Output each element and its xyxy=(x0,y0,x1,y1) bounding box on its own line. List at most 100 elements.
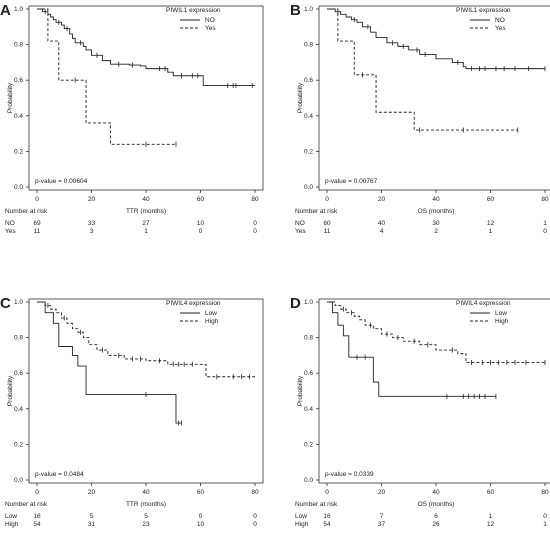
risk-count: 16 xyxy=(33,513,41,520)
risk-count: 0 xyxy=(543,513,547,520)
risk-table-title: Number at risk xyxy=(295,208,338,215)
x-tick-label: 20 xyxy=(378,196,386,203)
risk-count: 23 xyxy=(142,521,150,528)
km-curve-no xyxy=(37,8,255,86)
km-curve-high xyxy=(327,301,545,363)
legend-entry-high: High xyxy=(495,318,509,325)
y-tick-label: 0.0 xyxy=(14,477,23,484)
x-tick-label: 80 xyxy=(541,196,549,203)
panel-letter: D xyxy=(290,295,301,312)
legend-entry-low: Low xyxy=(495,310,507,317)
legend-title: PIWIL1 expression xyxy=(456,7,511,14)
x-tick-label: 80 xyxy=(251,489,259,496)
risk-count: 5 xyxy=(90,513,94,520)
x-tick-label: 20 xyxy=(88,489,96,496)
x-tick-label: 80 xyxy=(541,489,549,496)
y-tick-label: 1.0 xyxy=(14,6,23,13)
risk-count: 5 xyxy=(144,513,148,520)
x-tick-label: 80 xyxy=(251,196,259,203)
risk-count: 0 xyxy=(199,513,203,520)
risk-table-group: Low xyxy=(295,513,307,520)
y-tick-label: 0.0 xyxy=(304,477,313,484)
risk-table-group: NO xyxy=(5,220,15,227)
risk-count: 33 xyxy=(88,220,96,227)
risk-count: 11 xyxy=(34,228,41,235)
risk-count: 40 xyxy=(378,220,386,227)
risk-count: 27 xyxy=(142,220,150,227)
risk-count: 2 xyxy=(434,228,438,235)
legend-title: PIWIL1 expression xyxy=(166,7,221,14)
risk-table-title: Number at risk xyxy=(5,501,48,508)
risk-count: 37 xyxy=(378,521,386,528)
y-tick-label: 0.6 xyxy=(304,77,313,84)
y-tick-label: 0.4 xyxy=(14,113,23,120)
risk-count: 1 xyxy=(489,228,493,235)
legend-entry-no: NO xyxy=(495,17,505,24)
y-axis-label: Probability xyxy=(297,82,304,113)
risk-table-group: Low xyxy=(5,513,17,520)
plot-frame xyxy=(318,298,550,484)
y-tick-label: 0.6 xyxy=(14,370,23,377)
km-curve-low xyxy=(327,301,496,397)
risk-count: 54 xyxy=(323,521,331,528)
km-curve-high xyxy=(37,301,255,378)
p-value-label: p-value = 0.0484 xyxy=(35,471,84,478)
risk-count: 4 xyxy=(380,228,384,235)
y-tick-label: 0.2 xyxy=(14,148,23,155)
y-tick-label: 0.2 xyxy=(304,148,313,155)
y-tick-label: 0.2 xyxy=(304,441,313,448)
legend-title: PIWIL4 expression xyxy=(166,300,221,307)
y-tick-label: 0.4 xyxy=(304,406,313,413)
x-tick-label: 20 xyxy=(88,196,96,203)
x-tick-label: 60 xyxy=(487,196,495,203)
risk-count: 60 xyxy=(323,220,331,227)
risk-table-group: NO xyxy=(295,220,305,227)
y-tick-label: 0.8 xyxy=(304,42,313,49)
risk-count: 12 xyxy=(487,521,495,528)
risk-count: 0 xyxy=(253,228,257,235)
y-tick-label: 0.6 xyxy=(14,77,23,84)
y-tick-label: 1.0 xyxy=(304,6,313,13)
x-tick-label: 60 xyxy=(197,196,205,203)
risk-count: 0 xyxy=(253,521,257,528)
panel-letter: C xyxy=(0,295,11,312)
x-tick-label: 40 xyxy=(142,489,150,496)
risk-table-group: High xyxy=(5,521,19,528)
y-axis-label: Probability xyxy=(7,375,14,406)
legend-entry-no: NO xyxy=(205,17,215,24)
risk-count: 26 xyxy=(432,521,440,528)
panel-letter: A xyxy=(0,2,11,19)
risk-count: 1 xyxy=(543,220,547,227)
risk-table-group: Yes xyxy=(295,228,306,235)
plot-frame xyxy=(318,5,550,191)
legend-entry-high: High xyxy=(205,318,219,325)
risk-count: 10 xyxy=(197,220,205,227)
y-tick-label: 1.0 xyxy=(304,299,313,306)
risk-count: 0 xyxy=(543,228,547,235)
risk-table-group: High xyxy=(295,521,309,528)
risk-count: 0 xyxy=(199,228,203,235)
risk-table-title: Number at risk xyxy=(295,501,338,508)
km-curve-yes xyxy=(327,8,518,131)
risk-count: 0 xyxy=(253,513,257,520)
risk-count: 12 xyxy=(487,220,495,227)
risk-count: 1 xyxy=(543,521,547,528)
risk-count: 31 xyxy=(88,521,96,528)
y-tick-label: 0.0 xyxy=(304,184,313,191)
x-tick-label: 0 xyxy=(325,196,329,203)
x-tick-label: 60 xyxy=(197,489,205,496)
legend-title: PIWIL4 expression xyxy=(456,300,511,307)
risk-count: 11 xyxy=(324,228,331,235)
y-tick-label: 1.0 xyxy=(14,299,23,306)
y-tick-label: 0.6 xyxy=(304,370,313,377)
legend-entry-yes: Yes xyxy=(205,25,216,32)
panel-c: C 0.0 0.2 0.4 0.6 0.8 1.0 Probability 0 20 40 60 80 T… xyxy=(0,295,264,528)
y-tick-label: 0.4 xyxy=(14,406,23,413)
risk-count: 69 xyxy=(33,220,41,227)
panel-a: A 0.0 0.2 0.4 0.6 0.8 1.0 Probability 0 20 40 60 80 T… xyxy=(0,2,264,235)
x-axis-label: OS (months) xyxy=(418,501,455,508)
x-tick-label: 0 xyxy=(325,489,329,496)
